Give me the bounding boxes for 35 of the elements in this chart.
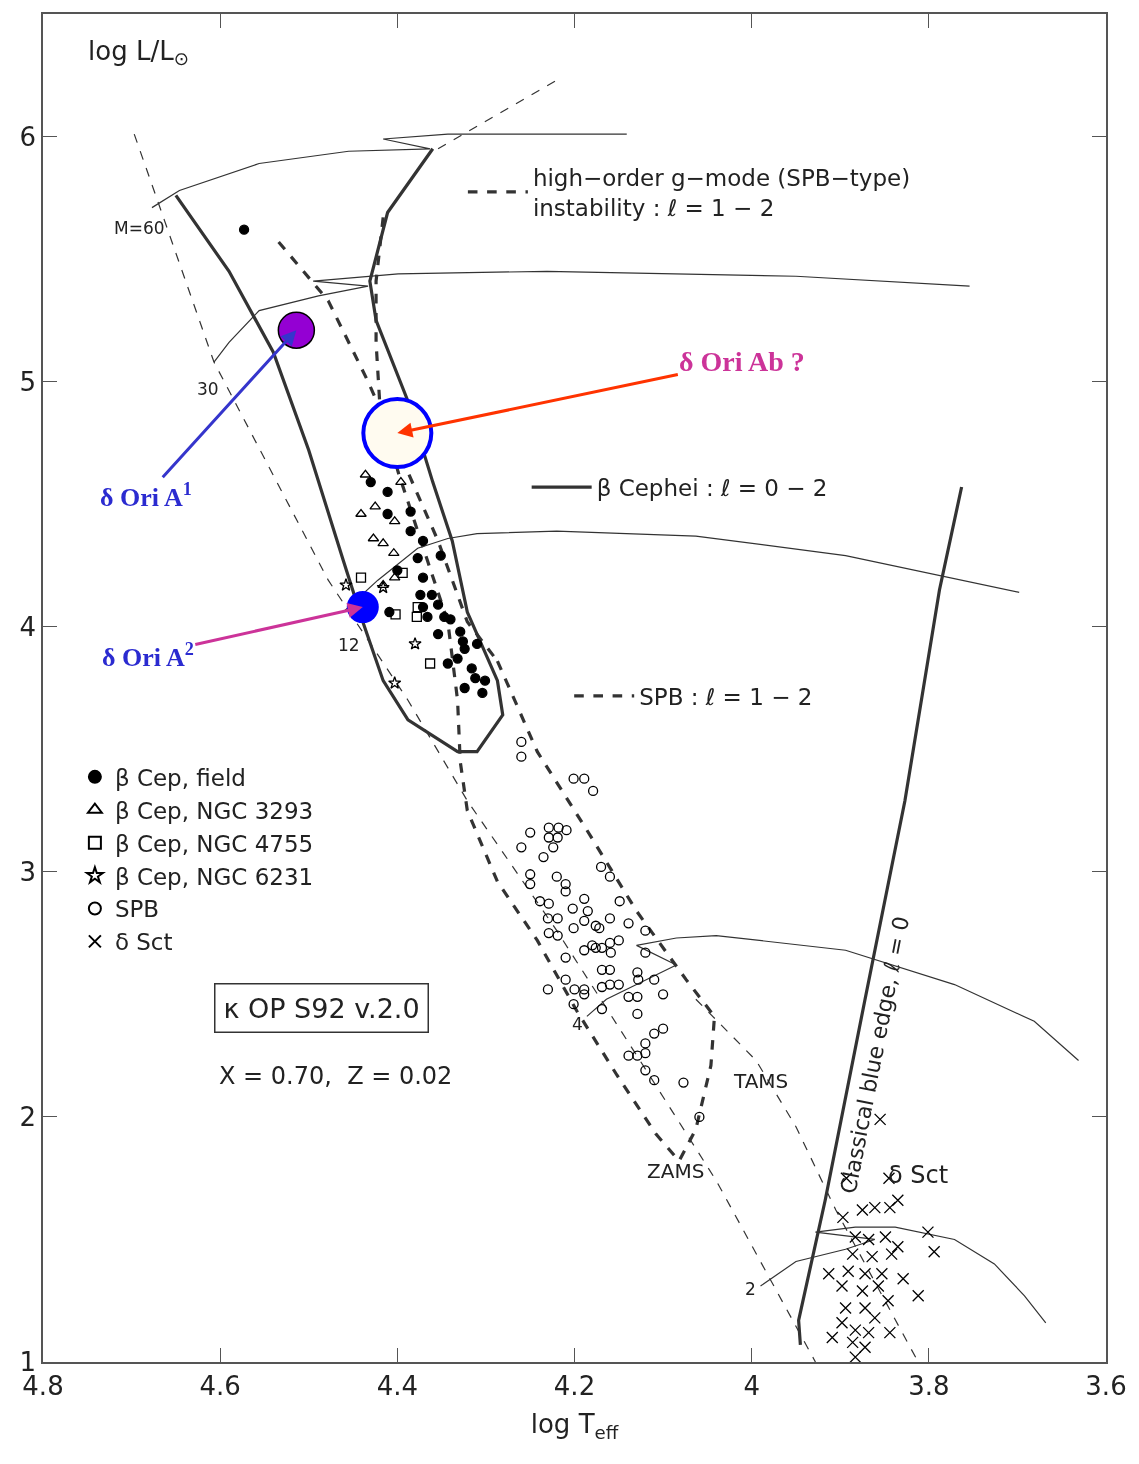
legend-label: SPB [114,896,160,923]
y-tick-label: 3 [19,856,37,887]
annotation: δ Ori A$^{2}$ [102,639,194,672]
x-tick-label: 3.8 [908,1370,950,1401]
annotation: δ Ori Ab ? [679,346,805,377]
legend-label: β Cep, field [114,764,246,791]
legend-label: δ Sct [114,929,173,956]
y-tick-label: 2 [19,1102,37,1133]
x-tick-label: 4.4 [376,1370,419,1401]
annotation: δ Ori A$^{1}$ [100,479,192,512]
annotation: TAMS [733,1069,789,1093]
annotation: 12 [338,635,360,655]
x-tick-label: 4.6 [199,1370,241,1401]
y-tick-label: 6 [19,121,37,152]
y-tick-label: 5 [19,366,37,397]
legend-label: β Cep, NGC 6231 [114,863,314,890]
x-axis-title: log T$_{eff}$ [530,1409,619,1443]
legend-label: β Cep, NGC 3293 [114,797,314,824]
y-tick-label: 4 [19,611,37,642]
annotation: X = 0.70, Z = 0.02 [219,1062,453,1090]
legend-label: β Cephei : ℓ = 0 − 2 [596,475,828,501]
legend-label: SPB : ℓ = 1 − 2 [639,683,813,710]
x-tick-label: 3.6 [1085,1370,1127,1401]
legend-label: high−order g−mode (SPB−type) instability : ℓ = 1 − 2 [532,164,911,221]
annotation: κ OP S92 v.2.0 [223,992,420,1024]
y-axis-title: log L/L$_{⊙}$ [88,36,189,70]
x-tick-label: 4 [743,1370,760,1401]
annotation: δ Sct [888,1161,949,1189]
annotation: M=60 [114,218,165,238]
annotation: 30 [197,379,219,399]
annotation: 4 [572,1014,583,1034]
annotation: 2 [745,1279,756,1299]
x-tick-label: 4.2 [553,1370,596,1401]
legend-label: β Cep, NGC 4755 [114,830,314,857]
annotation: ZAMS [647,1159,705,1183]
